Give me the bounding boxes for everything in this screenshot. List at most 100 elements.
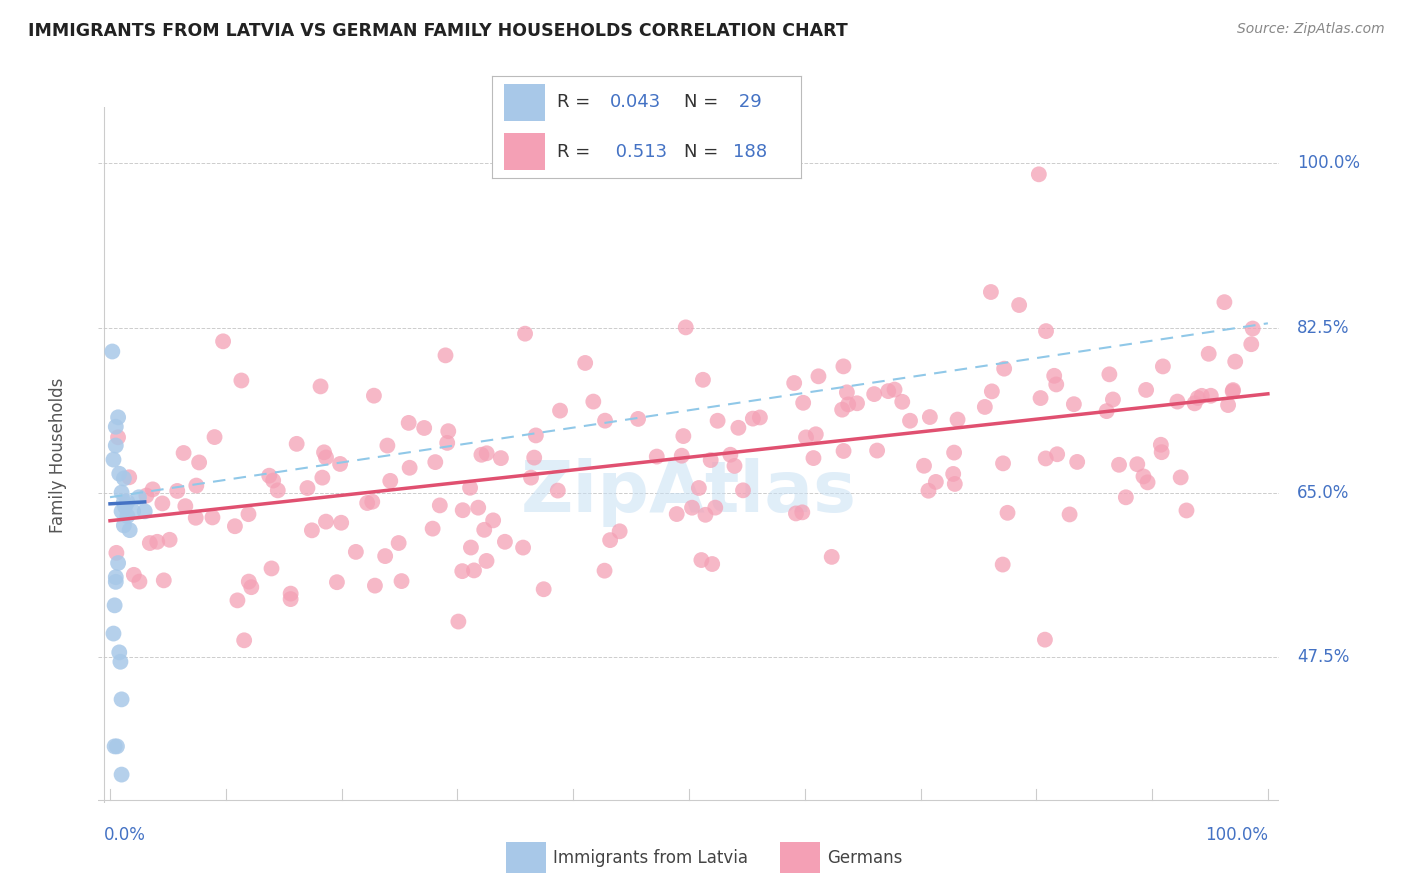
- Point: [315, 450, 337, 465]
- Point: [436, 436, 458, 450]
- Point: [846, 396, 869, 410]
- Point: [513, 326, 536, 341]
- Point: [117, 509, 139, 524]
- Point: [1063, 397, 1085, 411]
- Point: [377, 439, 399, 453]
- Point: [665, 507, 688, 521]
- Point: [472, 523, 495, 537]
- Point: [122, 567, 145, 582]
- Text: Germans: Germans: [827, 849, 903, 867]
- Point: [260, 561, 283, 575]
- Text: 0.043: 0.043: [610, 94, 661, 112]
- Point: [1240, 337, 1263, 351]
- Point: [741, 411, 763, 425]
- Point: [1166, 394, 1188, 409]
- Point: [1222, 383, 1244, 397]
- Point: [108, 645, 131, 659]
- Point: [398, 416, 420, 430]
- Point: [104, 574, 127, 589]
- Text: R =: R =: [557, 94, 596, 112]
- Point: [226, 593, 249, 607]
- Text: 29: 29: [734, 94, 762, 112]
- Point: [425, 455, 447, 469]
- Point: [1008, 298, 1031, 312]
- Text: 0.0%: 0.0%: [104, 826, 146, 845]
- Point: [794, 430, 817, 444]
- Point: [114, 500, 136, 514]
- Point: [166, 483, 188, 498]
- Point: [523, 450, 546, 465]
- Point: [1241, 321, 1264, 335]
- Point: [593, 564, 616, 578]
- Point: [112, 471, 135, 485]
- Text: 100.0%: 100.0%: [1296, 154, 1360, 172]
- Point: [388, 536, 411, 550]
- Point: [231, 374, 253, 388]
- Point: [494, 534, 516, 549]
- Bar: [505, 84, 544, 121]
- Point: [150, 496, 173, 510]
- Point: [831, 402, 853, 417]
- Point: [280, 592, 302, 607]
- Point: [107, 556, 129, 570]
- Point: [110, 485, 132, 500]
- Point: [520, 470, 543, 484]
- Point: [1170, 470, 1192, 484]
- Text: Source: ZipAtlas.com: Source: ZipAtlas.com: [1237, 22, 1385, 37]
- Point: [1095, 404, 1118, 418]
- Text: IMMIGRANTS FROM LATVIA VS GERMAN FAMILY HOUSEHOLDS CORRELATION CHART: IMMIGRANTS FROM LATVIA VS GERMAN FAMILY …: [28, 22, 848, 40]
- Point: [1225, 354, 1247, 368]
- Point: [627, 412, 650, 426]
- Point: [107, 430, 129, 444]
- Point: [330, 516, 353, 530]
- Point: [108, 467, 131, 481]
- Point: [918, 410, 941, 425]
- Point: [101, 344, 124, 359]
- Point: [671, 449, 693, 463]
- Point: [122, 504, 145, 518]
- Point: [832, 359, 855, 374]
- Point: [997, 506, 1019, 520]
- Point: [593, 414, 616, 428]
- Point: [727, 421, 749, 435]
- Point: [706, 414, 728, 428]
- Point: [943, 477, 966, 491]
- Point: [467, 500, 489, 515]
- Text: ZipAtlas: ZipAtlas: [522, 458, 856, 527]
- Point: [863, 387, 886, 401]
- Point: [105, 739, 128, 754]
- Point: [110, 655, 132, 669]
- Point: [224, 519, 246, 533]
- Point: [917, 483, 939, 498]
- Point: [1115, 491, 1137, 505]
- Point: [398, 460, 420, 475]
- Point: [134, 504, 156, 518]
- Point: [103, 452, 125, 467]
- Point: [1222, 384, 1244, 399]
- Point: [309, 379, 332, 393]
- Point: [118, 523, 141, 537]
- Point: [139, 536, 162, 550]
- Point: [702, 557, 724, 571]
- Point: [973, 400, 995, 414]
- Point: [548, 403, 571, 417]
- Point: [1035, 451, 1057, 466]
- Point: [112, 495, 135, 509]
- Point: [1033, 632, 1056, 647]
- Point: [451, 564, 474, 578]
- Point: [104, 438, 127, 452]
- Point: [748, 410, 770, 425]
- Point: [110, 767, 132, 781]
- Point: [1191, 389, 1213, 403]
- Point: [1028, 167, 1050, 181]
- Text: 100.0%: 100.0%: [1205, 826, 1268, 845]
- Point: [1126, 457, 1149, 471]
- Point: [574, 356, 596, 370]
- Point: [1046, 447, 1069, 461]
- Point: [512, 541, 534, 555]
- Point: [212, 334, 235, 349]
- Point: [329, 457, 352, 471]
- Point: [1045, 377, 1067, 392]
- Point: [980, 384, 1002, 399]
- Point: [118, 470, 141, 484]
